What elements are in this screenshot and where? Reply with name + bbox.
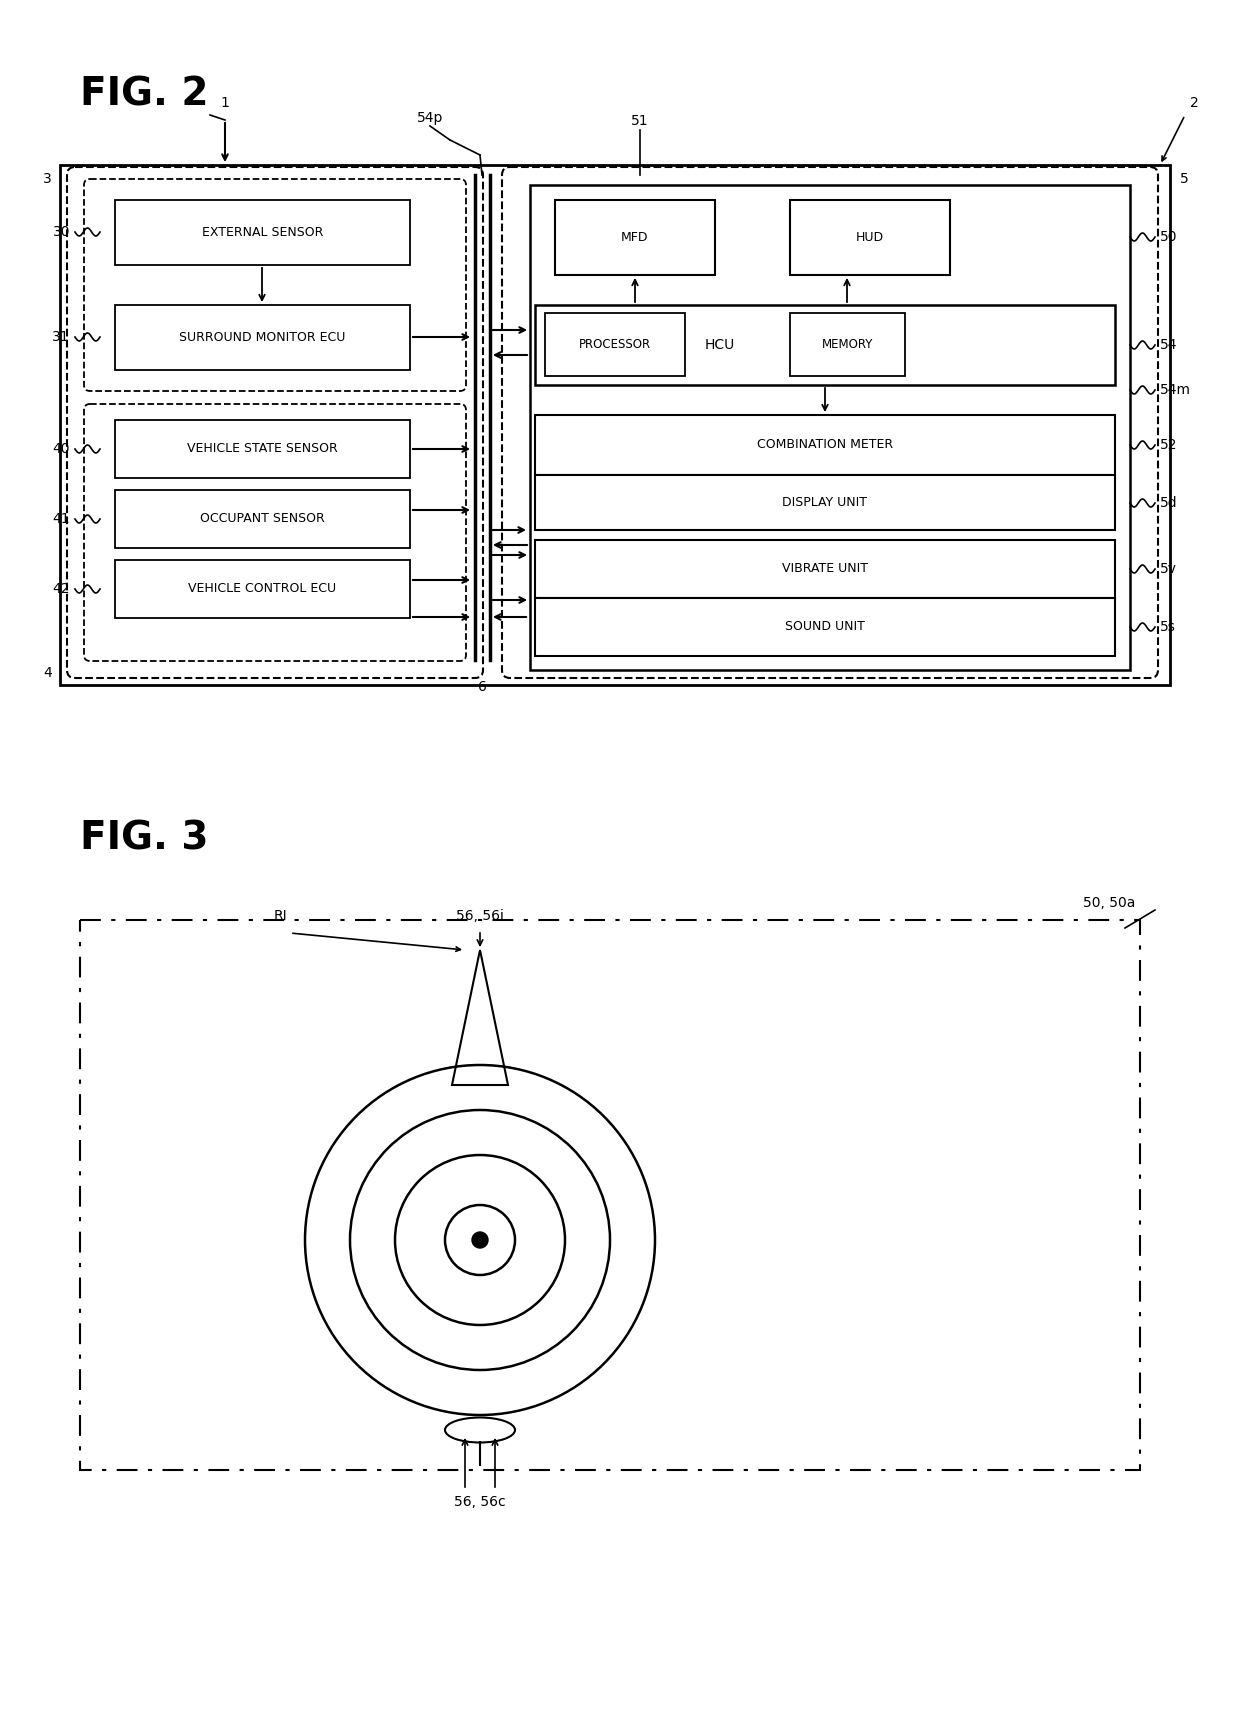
Bar	[60, 164, 1171, 684]
Bar	[115, 491, 410, 548]
Text: 30: 30	[52, 225, 69, 238]
Text: 42: 42	[52, 582, 69, 596]
Text: 5d: 5d	[1159, 496, 1178, 510]
Text: 3: 3	[43, 173, 52, 187]
Text: 50: 50	[1159, 230, 1178, 244]
FancyBboxPatch shape	[84, 180, 466, 391]
Text: 1: 1	[221, 97, 229, 111]
Bar	[534, 306, 1115, 385]
Bar	[115, 420, 410, 479]
Bar	[556, 200, 715, 275]
Text: PROCESSOR: PROCESSOR	[579, 339, 651, 351]
Bar	[534, 539, 1115, 598]
Text: 50, 50a: 50, 50a	[1083, 897, 1135, 911]
Bar	[790, 313, 905, 377]
Text: 4: 4	[43, 665, 52, 681]
Bar	[546, 313, 684, 377]
Text: 5v: 5v	[1159, 562, 1177, 575]
Text: 56, 56c: 56, 56c	[454, 1495, 506, 1509]
Bar	[534, 415, 1115, 475]
Bar	[115, 306, 410, 370]
Text: RI: RI	[273, 909, 286, 923]
Text: VEHICLE STATE SENSOR: VEHICLE STATE SENSOR	[187, 442, 337, 456]
Text: 5s: 5s	[1159, 620, 1176, 634]
Text: 2: 2	[1190, 97, 1199, 111]
Text: HCU: HCU	[704, 339, 735, 353]
Bar	[529, 185, 1130, 670]
Text: FIG. 3: FIG. 3	[81, 821, 208, 859]
Bar	[115, 560, 410, 619]
Bar	[534, 598, 1115, 657]
Bar	[534, 475, 1115, 530]
Text: 52: 52	[1159, 437, 1178, 453]
Bar	[790, 200, 950, 275]
FancyBboxPatch shape	[84, 404, 466, 662]
Bar	[81, 919, 1140, 1471]
Text: 54: 54	[1159, 339, 1178, 353]
Text: 40: 40	[52, 442, 69, 456]
Text: EXTERNAL SENSOR: EXTERNAL SENSOR	[202, 226, 324, 238]
Text: 54p: 54p	[417, 111, 443, 124]
Text: HUD: HUD	[856, 232, 884, 244]
FancyBboxPatch shape	[67, 168, 484, 677]
Text: 31: 31	[52, 330, 69, 344]
Text: SOUND UNIT: SOUND UNIT	[785, 620, 866, 634]
Text: 41: 41	[52, 511, 69, 525]
Text: 5: 5	[1180, 173, 1189, 187]
Text: VIBRATE UNIT: VIBRATE UNIT	[782, 563, 868, 575]
Text: DISPLAY UNIT: DISPLAY UNIT	[782, 496, 868, 510]
Text: MFD: MFD	[621, 232, 649, 244]
Text: 56, 56i: 56, 56i	[456, 909, 503, 923]
Bar	[115, 200, 410, 264]
Text: VEHICLE CONTROL ECU: VEHICLE CONTROL ECU	[188, 582, 336, 596]
Text: OCCUPANT SENSOR: OCCUPANT SENSOR	[200, 513, 325, 525]
Text: 6: 6	[477, 681, 486, 695]
Circle shape	[472, 1232, 489, 1248]
Text: MEMORY: MEMORY	[822, 339, 873, 351]
Text: SURROUND MONITOR ECU: SURROUND MONITOR ECU	[180, 332, 346, 344]
Text: FIG. 2: FIG. 2	[81, 74, 208, 112]
Text: 54m: 54m	[1159, 384, 1190, 397]
Text: COMBINATION METER: COMBINATION METER	[756, 439, 893, 451]
Text: 51: 51	[631, 114, 649, 128]
FancyBboxPatch shape	[502, 168, 1158, 677]
